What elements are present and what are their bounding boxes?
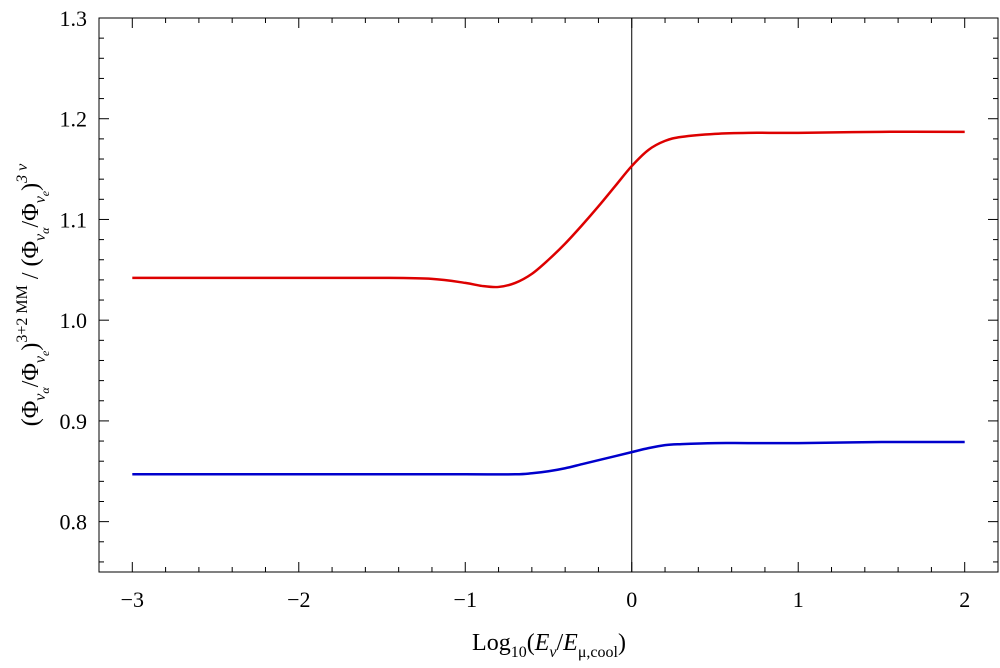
tick-labels: −3 −2 −1 0 1 2 0.8 0.9 1.0 1.1 1.2 1.3 <box>60 6 971 612</box>
x-tick-label: −3 <box>121 587 144 612</box>
y-axis-label: (Φνα/Φνe)3+2 MM / (Φνα/Φνe)3 ν <box>14 163 52 426</box>
series-line-2 <box>132 440 965 476</box>
series-line-1 <box>132 130 965 289</box>
x-tick-label: 1 <box>793 587 804 612</box>
y-tick-label: 1.1 <box>60 207 88 232</box>
y-tick-label: 1.3 <box>60 6 88 31</box>
y-tick-label: 1.2 <box>60 107 88 132</box>
y-tick-label: 0.8 <box>60 510 88 535</box>
x-tick-label: 2 <box>959 587 970 612</box>
y-tick-label: 0.9 <box>60 409 88 434</box>
x-tick-label: −1 <box>454 587 477 612</box>
series-group <box>132 130 965 476</box>
x-axis-label: Log10(Eν/Eμ,cool) <box>472 630 626 661</box>
plot-frame <box>98 17 999 573</box>
tick-marks <box>98 17 999 572</box>
x-tick-label: 0 <box>626 587 637 612</box>
x-tick-label: −2 <box>287 587 310 612</box>
y-tick-label: 1.0 <box>60 308 88 333</box>
